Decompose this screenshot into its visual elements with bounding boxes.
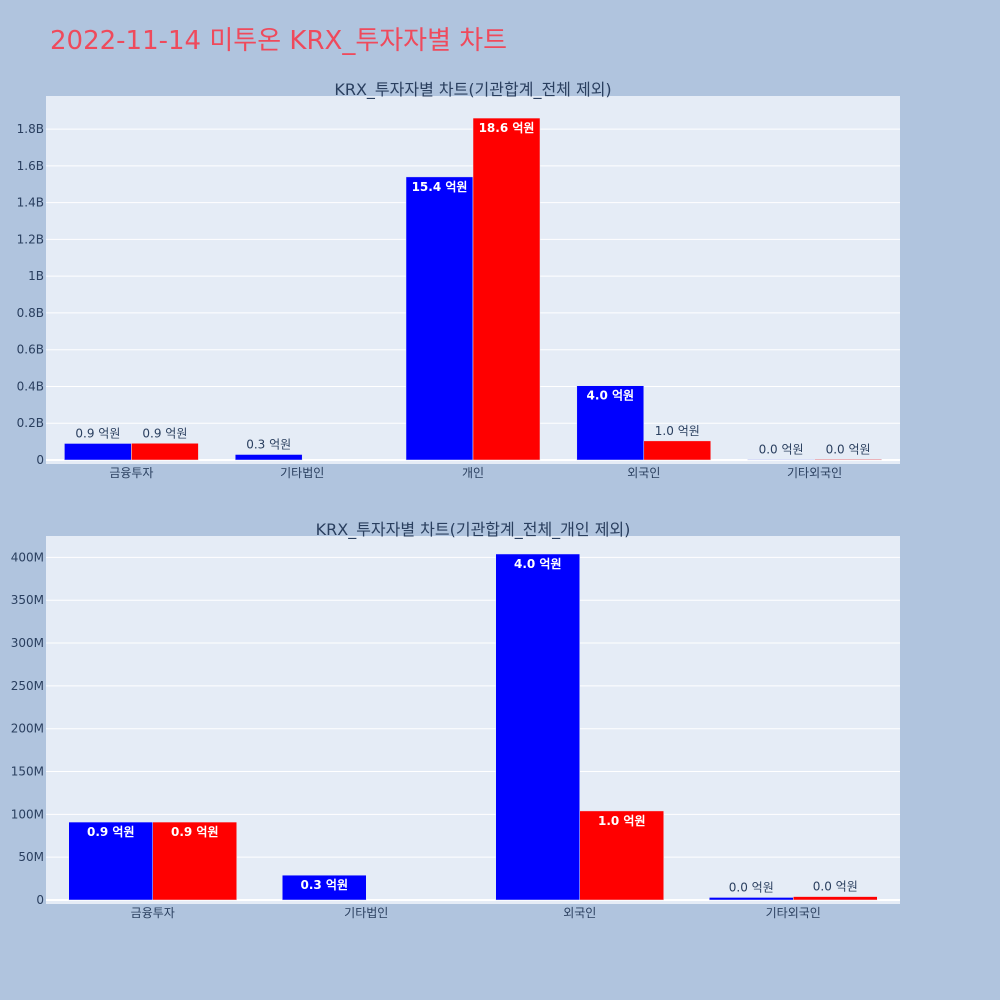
bar <box>793 896 878 901</box>
data-label: 1.0 억원 <box>655 424 700 438</box>
chart-bottom: 0 50M 100M 150M 200M 250M 300M 350M 400M KRX_투자자별… <box>11 520 900 920</box>
x-tick-label: 개인 <box>462 466 484 480</box>
data-label: 4.0 억원 <box>514 557 562 571</box>
bar <box>64 443 132 461</box>
bar <box>576 385 645 461</box>
y-tick-label: 1.8B <box>17 122 44 136</box>
bar <box>709 897 794 901</box>
y-tick-label: 1.2B <box>17 232 44 246</box>
y-tick-label: 0.8B <box>17 306 44 320</box>
data-label: 18.6 억원 <box>479 121 535 135</box>
bar <box>282 874 367 901</box>
y-tick-label: 0.6B <box>17 343 44 357</box>
bar <box>579 810 664 901</box>
chart-title: KRX_투자자별 차트(기관합계_전체_개인 제외) <box>316 520 631 540</box>
x-tick-label: 기타법인 <box>280 466 324 480</box>
data-label: 0.3 억원 <box>300 878 348 892</box>
data-label: 0.9 억원 <box>171 825 219 839</box>
x-tick-label: 기타외국인 <box>787 466 842 480</box>
data-label: 1.0 억원 <box>598 814 646 828</box>
bar <box>131 443 199 461</box>
bar <box>495 553 580 901</box>
y-tick-label: 0 <box>36 453 44 467</box>
y-tick-label: 400M <box>11 550 44 564</box>
y-tick-label: 350M <box>11 593 44 607</box>
x-tick-label: 외국인 <box>563 906 596 920</box>
bar <box>152 821 237 901</box>
bar <box>747 459 815 461</box>
y-tick-label: 250M <box>11 679 44 693</box>
data-label: 15.4 억원 <box>412 180 468 194</box>
data-label: 4.0 억원 <box>587 389 635 403</box>
y-tick-label: 1.4B <box>17 196 44 210</box>
y-tick-label: 50M <box>18 850 44 864</box>
y-tick-label: 0 <box>36 893 44 907</box>
bar <box>643 440 712 461</box>
bar <box>405 176 474 461</box>
y-tick-label: 100M <box>11 807 44 821</box>
bar <box>814 459 882 461</box>
data-label: 0.9 억원 <box>142 426 187 440</box>
bar <box>234 454 303 461</box>
bar <box>472 117 541 461</box>
y-tick-label: 0.4B <box>17 379 44 393</box>
y-tick-label: 300M <box>11 636 44 650</box>
bar <box>68 821 153 901</box>
x-tick-label: 기타외국인 <box>766 906 821 920</box>
x-tick-label: 외국인 <box>627 466 660 480</box>
y-tick-label: 1B <box>28 269 44 283</box>
data-label: 0.0 억원 <box>813 880 858 894</box>
data-label: 0.0 억원 <box>729 880 774 894</box>
y-tick-label: 0.2B <box>17 416 44 430</box>
x-tick-label: 금융투자 <box>109 466 153 480</box>
data-label: 0.0 억원 <box>759 442 804 456</box>
data-label: 0.0 억원 <box>826 442 871 456</box>
page-title: 2022-11-14 미투온 KRX_투자자별 차트 <box>50 26 508 56</box>
x-tick-label: 금융투자 <box>131 906 175 920</box>
chart-top: 0 0.2B 0.4B 0.6B 0.8B 1B 1.2B 1.4B 1.6B 1.8B KRX_투… <box>17 80 900 480</box>
y-tick-label: 1.6B <box>17 159 44 173</box>
data-label: 0.9 억원 <box>87 825 135 839</box>
data-label: 0.9 억원 <box>75 426 120 440</box>
chart-title: KRX_투자자별 차트(기관합계_전체 제외) <box>334 80 611 100</box>
y-tick-label: 200M <box>11 722 44 736</box>
x-tick-label: 기타법인 <box>344 906 388 920</box>
data-label: 0.3 억원 <box>246 437 291 451</box>
y-tick-label: 150M <box>11 765 44 779</box>
